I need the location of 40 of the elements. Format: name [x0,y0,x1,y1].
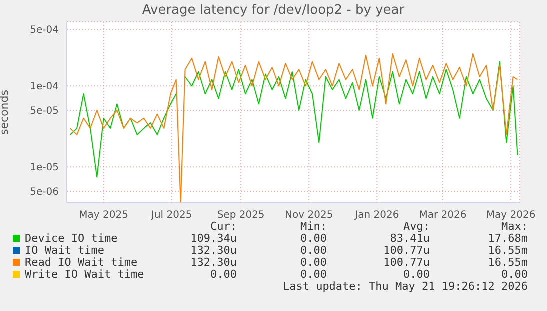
x-tick-label: Jan 2026 [354,210,400,222]
text: 109.34u [190,232,237,245]
legend-label: Device IO time [25,232,118,245]
x-tick-label: Nov 2025 [285,210,334,222]
y-axis-title: seconds [0,90,11,135]
text: 132.30u [190,256,237,269]
text: Max: [502,220,528,233]
text: Last update: Thu May 21 19:26:12 2026 [282,280,528,293]
text: 0.00 [300,256,327,269]
text: 17.68m [487,232,528,245]
y-tick-label: 5e-05 [30,106,59,118]
text: 16.55m [487,256,528,269]
legend-label: Read IO Wait time [25,256,138,269]
x-tick-label: Jul 2025 [150,210,192,222]
x-tick-label: May 2026 [486,210,536,222]
legend-label: Write IO Wait time [25,268,144,281]
x-tick-label: May 2025 [79,210,128,222]
text: 16.55m [487,244,528,257]
chart-title: Average latency for /dev/loop2 - by year [141,3,406,18]
y-tick-label: 1e-04 [30,82,59,93]
text: 0.00 [300,232,327,245]
x-tick-label: Sep 2025 [217,210,265,222]
y-tick-label: 1e-05 [30,162,59,174]
line-series [70,53,518,203]
text: 132.30u [190,244,237,257]
text: 0.00 [402,268,430,281]
text: 100.77u [382,256,430,269]
y-tick-label: 5e-04 [30,25,59,36]
text: Min: [300,220,327,233]
text: Cur: [210,220,237,233]
x-tick-label: Mar 2026 [419,210,467,222]
text: 0.00 [210,268,237,281]
text: 0.00 [300,244,327,257]
legend-label: IO Wait time [25,244,104,257]
text: 0.00 [500,268,528,281]
text: 0.00 [300,268,327,281]
text: Avg: [402,220,430,233]
text: 100.77u [382,244,430,257]
text: 83.41u [389,232,430,245]
y-tick-label: 5e-06 [30,187,59,198]
